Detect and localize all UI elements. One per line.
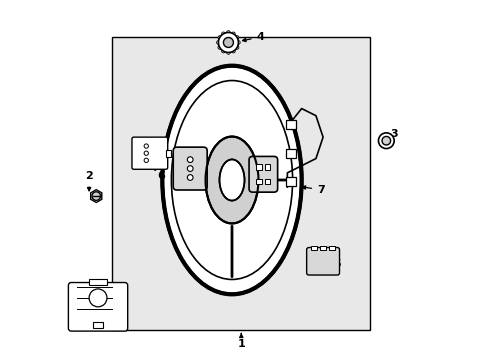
Circle shape: [221, 32, 225, 36]
Circle shape: [144, 151, 148, 156]
Text: 1: 1: [237, 334, 244, 349]
Text: 2: 2: [85, 171, 93, 191]
Circle shape: [92, 192, 101, 201]
Circle shape: [218, 32, 238, 53]
FancyBboxPatch shape: [68, 283, 127, 331]
Bar: [285, 177, 296, 186]
Circle shape: [235, 36, 238, 39]
Text: 7: 7: [302, 185, 324, 195]
Bar: [165, 150, 171, 157]
Bar: [89, 279, 107, 285]
Circle shape: [231, 49, 235, 53]
Circle shape: [187, 157, 193, 162]
Bar: [285, 149, 296, 158]
Circle shape: [144, 158, 148, 162]
Circle shape: [89, 289, 107, 307]
FancyBboxPatch shape: [112, 37, 369, 330]
Bar: [320, 246, 325, 250]
Circle shape: [226, 31, 230, 34]
Ellipse shape: [162, 66, 301, 294]
Bar: [285, 120, 296, 129]
Circle shape: [231, 32, 235, 36]
Bar: [93, 322, 103, 328]
Circle shape: [221, 49, 225, 53]
Text: 8: 8: [96, 307, 106, 323]
Circle shape: [235, 46, 238, 49]
Circle shape: [216, 41, 220, 44]
Circle shape: [378, 133, 393, 149]
Text: 5: 5: [318, 259, 341, 269]
FancyBboxPatch shape: [173, 147, 207, 190]
Bar: [256, 164, 262, 170]
Text: 4: 4: [242, 32, 264, 42]
FancyBboxPatch shape: [132, 137, 167, 169]
Circle shape: [218, 46, 221, 49]
Bar: [328, 246, 334, 250]
Bar: [264, 179, 270, 184]
Circle shape: [223, 37, 233, 48]
Bar: [256, 179, 262, 184]
Ellipse shape: [205, 136, 258, 224]
Circle shape: [187, 175, 193, 180]
Circle shape: [187, 166, 193, 171]
Circle shape: [144, 144, 148, 148]
FancyBboxPatch shape: [306, 248, 339, 275]
Circle shape: [236, 41, 240, 44]
Circle shape: [218, 36, 221, 39]
Text: 6: 6: [154, 166, 165, 181]
Bar: [264, 164, 270, 170]
Text: 3: 3: [382, 129, 398, 139]
Circle shape: [226, 51, 230, 54]
FancyBboxPatch shape: [248, 157, 277, 192]
Bar: [311, 246, 316, 250]
Circle shape: [381, 136, 390, 145]
Ellipse shape: [219, 159, 244, 201]
